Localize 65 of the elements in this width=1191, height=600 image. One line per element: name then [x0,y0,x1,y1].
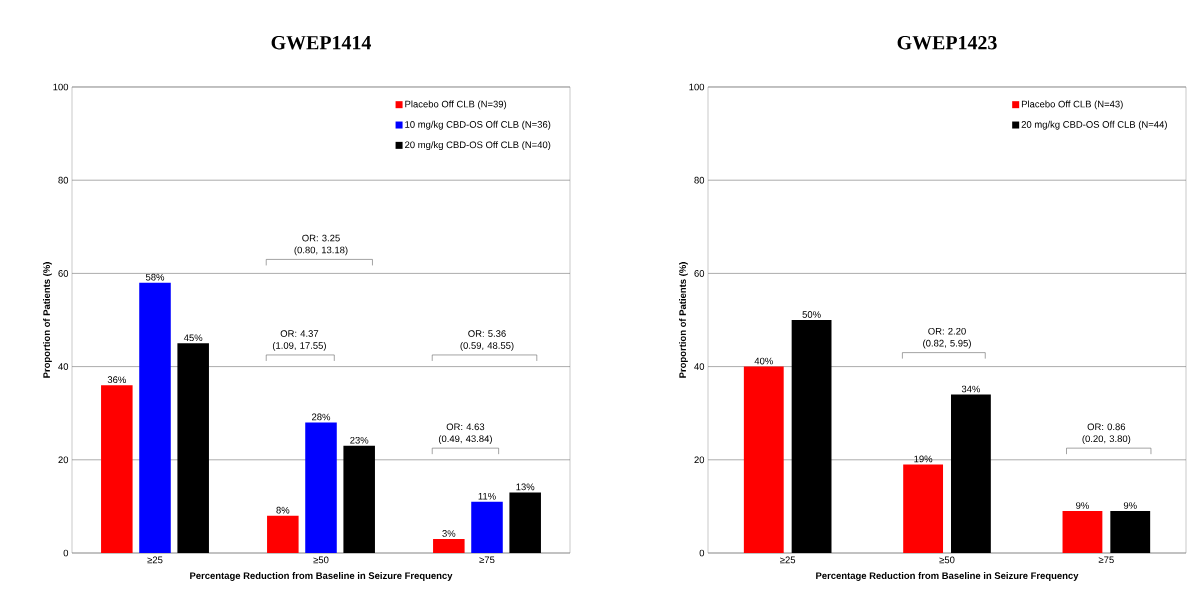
annotation: OR: 4.37 (1.09, 17.55) [272,330,326,351]
y-tick-label: 80 [694,176,705,184]
annotation: OR: 3.25 (0.80, 13.18) [294,234,348,256]
x-tick-label: ≥75 [479,556,495,564]
bar [101,385,133,553]
bar [471,501,503,553]
y-tick-label: 20 [694,456,705,464]
data-label: 28% [312,413,331,421]
y-tick-label: 60 [58,270,69,277]
data-label: 50% [802,311,821,318]
bar [1062,511,1103,553]
data-label: 8% [276,506,290,514]
bar [1110,511,1151,553]
data-label: 13% [516,483,535,491]
x-tick-label: ≥25 [147,556,163,564]
legend-label: Placebo Off CLB (N=43) [1021,100,1123,110]
y-tick-label: 40 [694,363,705,370]
y-tick-label: 60 [694,270,705,277]
bar [305,422,337,553]
x-axis-title: Percentage Reduction from Baseline in Seizure Frequency [190,572,453,581]
annotation: OR: 0.86 (0.20, 3.80) [1082,423,1131,444]
data-label: 36% [107,376,126,384]
data-label: 58% [145,273,165,281]
y-tick-label: 100 [53,83,69,91]
bar [267,515,299,553]
y-axis-title: Proportion of Patients (%) [43,262,52,378]
bar [951,394,991,553]
x-tick-label: ≥25 [780,556,796,564]
bar [343,445,375,553]
data-label: 11% [478,492,496,500]
y-tick-label: 0 [63,549,69,557]
annotation: OR: 4.63 (0.49, 43.84) [438,423,492,444]
legend-label: 10 mg/kg CBD-OS Off CLB (N=36) [405,120,551,130]
data-label: 3% [442,530,456,537]
legend-label: Placebo Off CLB (N=39) [405,100,507,110]
y-axis-title: Proportion of Patients (%) [679,262,688,378]
data-label: 9% [1076,502,1089,509]
bar [791,320,832,553]
x-axis-title: Percentage Reduction from Baseline in Seizure Frequency [816,572,1079,581]
y-tick-label: 100 [689,83,705,91]
bar [509,492,541,553]
y-tick-label: 40 [58,363,69,370]
y-tick-label: 0 [699,549,705,557]
x-tick-label: ≥50 [313,556,329,564]
data-label: 19% [914,455,933,463]
bar [139,282,171,553]
bar [433,539,465,553]
bar [743,366,784,553]
y-tick-label: 20 [58,456,69,464]
bar [177,343,209,553]
x-tick-label: ≥75 [1098,556,1114,564]
data-label: 45% [183,334,203,342]
legend-label: 20 mg/kg CBD-OS Off CLB (N=40) [405,141,551,151]
y-tick-label: 80 [58,176,69,184]
chart-title: GWEP1414 [271,36,372,50]
annotation: OR: 2.20 (0.82, 5.95) [923,327,971,349]
data-label: 40% [754,357,773,365]
x-tick-label: ≥50 [939,556,955,564]
chart-title: GWEP1423 [897,36,997,50]
bar [903,464,944,553]
data-label: 9% [1123,502,1137,509]
legend-label: 20 mg/kg CBD-OS Off CLB (N=44) [1021,120,1167,130]
data-label: 34% [961,385,981,393]
annotation: OR: 5.36 (0.59, 48.55) [460,330,514,351]
data-label: 23% [350,436,369,444]
